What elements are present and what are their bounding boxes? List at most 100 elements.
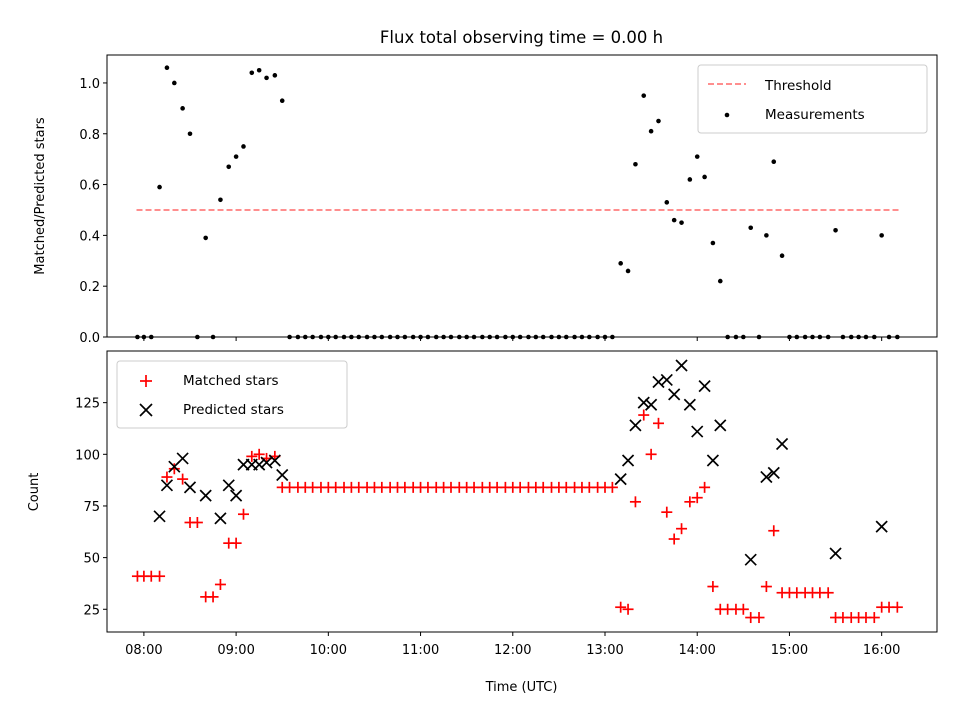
matched-star-point [214, 578, 226, 590]
measurement-point [180, 106, 185, 111]
measurement-point [764, 233, 769, 238]
predicted-star-point [744, 553, 757, 566]
measurement-point [164, 65, 170, 71]
measurement-point [710, 240, 716, 246]
predicted-star-point [183, 481, 197, 494]
measurement-point [679, 220, 684, 225]
matched-star-point [891, 601, 903, 613]
top-legend-box [697, 64, 928, 134]
bottom-x-tick-label: 10:00 [310, 643, 347, 658]
measurement-point [157, 184, 162, 190]
predicted-star-point [760, 470, 773, 484]
matched-star-point [753, 612, 765, 624]
predicted-star-point [698, 380, 711, 393]
bottom-x-tick-label: 08:00 [125, 643, 162, 658]
bottom-axes-frame [106, 350, 938, 633]
top-panel: Flux total observing time = 0.00 h 0.00.… [33, 28, 938, 346]
bottom-y-tick-label: 50 [83, 552, 100, 567]
predicted-star-point [652, 375, 665, 389]
matched-star-point [615, 601, 627, 613]
legend-measurements-label: Measurements [765, 107, 865, 123]
matched-star-point [707, 581, 719, 593]
top-y-tick-label: 0.4 [79, 229, 100, 244]
matched-star-point [768, 525, 780, 537]
predicted-star-point [683, 398, 696, 411]
measurement-point [648, 128, 654, 134]
legend-matched-label: Matched stars [183, 373, 279, 389]
predicted-star-point [153, 510, 166, 523]
predicted-star-point [276, 468, 289, 482]
measurement-point [748, 225, 754, 231]
measurement-point [249, 70, 255, 76]
bottom-x-tick-label: 11:00 [402, 643, 439, 658]
measurement-point [779, 253, 785, 259]
top-y-tick-label: 0.6 [79, 179, 100, 194]
measurement-point [256, 67, 262, 73]
bottom-x-tick-label: 15:00 [771, 643, 808, 658]
predicted-star-point [706, 454, 720, 467]
predicted-star-point [160, 479, 174, 492]
matched-star-point [699, 481, 711, 493]
matched-star-point [676, 523, 688, 535]
bottom-x-tick-label: 14:00 [678, 643, 715, 658]
matched-star-point [207, 591, 219, 603]
matched-star-point [668, 533, 680, 545]
bottom-x-tick-label: 09:00 [217, 643, 254, 658]
measurement-point [241, 144, 246, 149]
predicted-star-point [875, 520, 888, 533]
top-legend: Threshold Measurements [697, 64, 928, 134]
matched-star-point [161, 471, 173, 483]
predicted-star-point [621, 454, 635, 467]
bottom-x-ticks: 08:00 09:00 10:00 11:00 12:00 13:00 14:00 15:00… [125, 632, 900, 658]
matched-star-point [661, 506, 673, 518]
measurement-point [172, 80, 177, 86]
predicted-star-point [645, 398, 658, 411]
top-y-ticks: 0.0 0.2 0.4 0.6 0.8 1.0 [79, 77, 107, 346]
predicted-star-point [668, 388, 681, 401]
matched-star-point [168, 463, 180, 475]
measurement-point [633, 161, 638, 167]
predicted-star-point [614, 473, 627, 486]
measurement-point [279, 98, 285, 104]
measurement-point [656, 118, 661, 124]
bottom-panel: 25 50 75 100 125 08:00 09:00 10:00 11:00 12:00 13… [27, 350, 938, 695]
bottom-x-tick-label: 13:00 [586, 643, 623, 658]
measurement-point [203, 235, 208, 241]
top-y-tick-label: 0.2 [79, 280, 100, 295]
predicted-star-point [637, 396, 650, 409]
matched-star-point [606, 481, 618, 493]
measurement-point [264, 75, 269, 81]
legend-threshold-label: Threshold [764, 78, 832, 94]
predicted-star-point [775, 437, 789, 451]
bottom-legend-box [116, 360, 348, 429]
measurement-point [879, 233, 884, 238]
bottom-y-axis-label: Count [27, 473, 42, 512]
x-axis-label: Time (UTC) [485, 680, 558, 695]
bottom-y-ticks: 25 50 75 100 125 [75, 397, 107, 618]
measurement-point [717, 278, 723, 284]
matched-star-point [246, 450, 258, 462]
legend-predicted-swatch [139, 403, 153, 417]
predicted-star-point [714, 419, 727, 432]
top-axes-frame [106, 54, 938, 338]
top-x-ticks [143, 337, 883, 341]
predicted-star-point [660, 373, 673, 387]
predicted-star-point [675, 359, 688, 372]
predicted-star-point [268, 454, 281, 467]
matched-star-point [652, 417, 664, 429]
matched-star-point [253, 448, 265, 460]
matched-star-point [645, 448, 657, 460]
matched-star-point [822, 587, 834, 599]
bottom-legend: Matched stars Predicted stars [116, 360, 348, 429]
top-plot-area [135, 65, 901, 340]
matched-star-point [638, 409, 650, 421]
top-y-tick-label: 1.0 [79, 77, 100, 92]
measurement-point [671, 217, 677, 223]
bottom-y-tick-label: 100 [75, 448, 100, 463]
measurement-point [687, 177, 693, 182]
predicted-star-point [629, 419, 642, 432]
matched-star-point [622, 603, 634, 615]
legend-matched-swatch [140, 375, 152, 387]
matched-star-point [760, 581, 772, 593]
bottom-y-tick-label: 75 [83, 500, 100, 515]
